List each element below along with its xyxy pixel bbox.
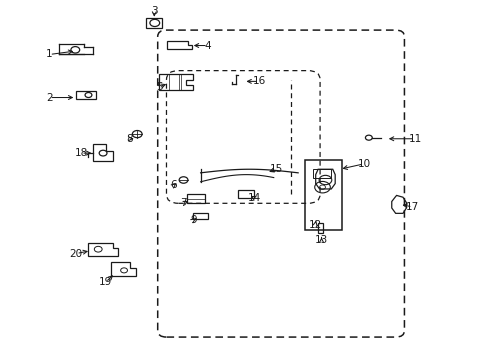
Text: 14: 14 <box>247 193 260 203</box>
Text: 6: 6 <box>170 180 177 190</box>
Bar <box>76 91 96 99</box>
Text: 15: 15 <box>269 164 282 174</box>
Text: 3: 3 <box>151 6 157 17</box>
Bar <box>305 160 341 230</box>
Bar <box>312 169 330 178</box>
Bar <box>238 190 254 198</box>
Text: 11: 11 <box>407 134 421 144</box>
Text: 19: 19 <box>99 277 112 287</box>
Bar <box>193 213 207 220</box>
Text: 10: 10 <box>357 159 370 169</box>
Text: 8: 8 <box>126 134 133 144</box>
Text: 4: 4 <box>204 41 211 50</box>
Text: 17: 17 <box>405 202 419 212</box>
Bar <box>186 194 205 203</box>
Text: 5: 5 <box>156 82 162 92</box>
Text: 2: 2 <box>46 93 53 103</box>
Text: 20: 20 <box>70 248 82 258</box>
Text: 16: 16 <box>252 76 265 86</box>
Bar <box>146 18 162 28</box>
Text: 1: 1 <box>46 49 53 59</box>
Text: 13: 13 <box>314 235 327 245</box>
Text: 18: 18 <box>74 148 87 158</box>
Text: 12: 12 <box>308 220 321 230</box>
Bar <box>317 223 322 233</box>
Text: 7: 7 <box>180 198 186 208</box>
Text: 9: 9 <box>190 215 196 225</box>
